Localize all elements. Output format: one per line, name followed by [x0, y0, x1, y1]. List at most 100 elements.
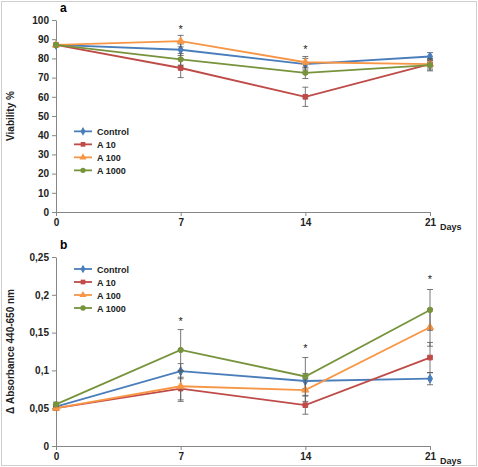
error-bar-cap — [302, 106, 308, 107]
x-tick: 14 — [300, 446, 312, 462]
annotation: * — [179, 23, 184, 35]
y-axis-title: Δ Absorbance 440-650 nm — [5, 289, 16, 414]
error-bar-cap — [427, 59, 433, 60]
error-bar — [178, 54, 184, 66]
legend-label: Control — [97, 127, 129, 137]
x-tick-mark — [305, 446, 306, 450]
series-marker — [53, 402, 58, 407]
legend-label: A 100 — [97, 291, 121, 301]
series — [52, 308, 433, 410]
x-tick-mark — [430, 446, 431, 450]
legend-item: A 100 — [74, 291, 121, 301]
series-marker — [178, 57, 183, 62]
error-bar-cap — [178, 53, 184, 54]
series-marker — [178, 66, 183, 71]
error-bar-cap — [427, 58, 433, 59]
x-tick: 7 — [178, 446, 184, 462]
y-tick: 60 — [38, 92, 56, 103]
error-bar — [178, 330, 184, 371]
panel: 00,050,10,150,20,25071421bDaysΔ Absorban… — [5, 238, 462, 466]
legend-label: A 1000 — [97, 304, 126, 314]
series-marker — [54, 43, 59, 48]
y-tick-mark — [52, 174, 56, 175]
error-bar-cap — [427, 330, 433, 331]
series-marker — [427, 307, 432, 312]
series-marker — [302, 58, 309, 64]
error-bar-cap — [178, 371, 184, 372]
x-tick: 0 — [54, 212, 60, 228]
y-tick-label: 70 — [38, 72, 50, 83]
y-tick-mark — [52, 295, 56, 296]
series-marker — [178, 347, 183, 352]
y-tick: 0,05 — [30, 403, 56, 414]
error-bar-cap — [178, 370, 184, 371]
x-axis-line — [57, 212, 431, 213]
y-tick: 50 — [38, 111, 56, 122]
y-tick-mark — [52, 78, 56, 79]
series — [53, 342, 433, 414]
x-axis: 071421 — [54, 446, 437, 462]
error-bar-cap — [302, 401, 308, 402]
error-bar — [427, 58, 433, 70]
legend-item: A 1000 — [74, 166, 126, 176]
x-axis-line — [57, 446, 431, 447]
plot-area — [52, 290, 433, 415]
panel: 0102030405060708090100071421aDaysViabili… — [5, 1, 462, 232]
x-tick: 0 — [54, 446, 60, 462]
legend-label: A 10 — [97, 140, 116, 150]
series-marker — [427, 374, 432, 383]
error-bar-cap — [302, 414, 308, 415]
error-bar-cap — [427, 372, 433, 373]
error-bar-cap — [427, 289, 433, 290]
series-marker — [428, 355, 433, 360]
legend-marker — [80, 127, 85, 136]
legend-item: A 10 — [74, 278, 116, 288]
series-marker — [303, 374, 308, 379]
annotation: * — [179, 315, 184, 327]
error-bar — [53, 402, 59, 407]
error-bar — [178, 371, 184, 401]
y-tick-label: 40 — [38, 130, 50, 141]
x-tick-label: 21 — [425, 217, 437, 228]
error-bar — [302, 87, 308, 106]
y-tick-label: 60 — [38, 92, 50, 103]
x-axis: 071421 — [54, 212, 437, 228]
series-marker — [53, 41, 58, 50]
y-tick-label: 50 — [38, 111, 50, 122]
x-axis-title: Days — [440, 222, 462, 232]
error-bar-cap — [302, 56, 308, 57]
legend-label: A 100 — [97, 153, 121, 163]
error-bar-cap — [302, 357, 308, 358]
x-tick-mark — [305, 212, 306, 216]
y-tick-mark — [52, 20, 56, 21]
y-tick-label: 20 — [38, 168, 50, 179]
legend-marker — [80, 265, 85, 274]
y-tick-mark — [52, 193, 56, 194]
error-bar-cap — [427, 346, 433, 347]
error-bar-cap — [302, 78, 308, 79]
error-bar-cap — [178, 65, 184, 66]
y-tick-label: 80 — [38, 53, 50, 64]
series-marker — [303, 94, 308, 99]
legend: Control A 10 A 100 A 1000 — [74, 265, 129, 314]
figure: 0102030405060708090100071421aDaysViabili… — [0, 0, 478, 467]
panel-title: b — [60, 238, 67, 252]
y-tick-mark — [52, 39, 56, 40]
legend-marker — [79, 291, 86, 297]
x-tick-label: 7 — [178, 217, 184, 228]
error-bar-cap — [178, 46, 184, 47]
y-axis: 00,050,10,150,20,25 — [30, 252, 57, 452]
y-tick: 30 — [38, 149, 56, 160]
legend-label: Control — [97, 265, 129, 275]
x-tick-mark — [56, 446, 57, 450]
series — [53, 290, 433, 408]
error-bar — [427, 53, 433, 61]
y-tick-label: 90 — [38, 34, 50, 45]
y-tick-mark — [52, 154, 56, 155]
y-tick: 0,15 — [30, 327, 56, 338]
x-tick-mark — [430, 212, 431, 216]
legend-marker — [80, 168, 85, 173]
plot-area — [52, 35, 433, 106]
series-line — [56, 45, 430, 73]
y-tick: 0 — [43, 441, 56, 452]
